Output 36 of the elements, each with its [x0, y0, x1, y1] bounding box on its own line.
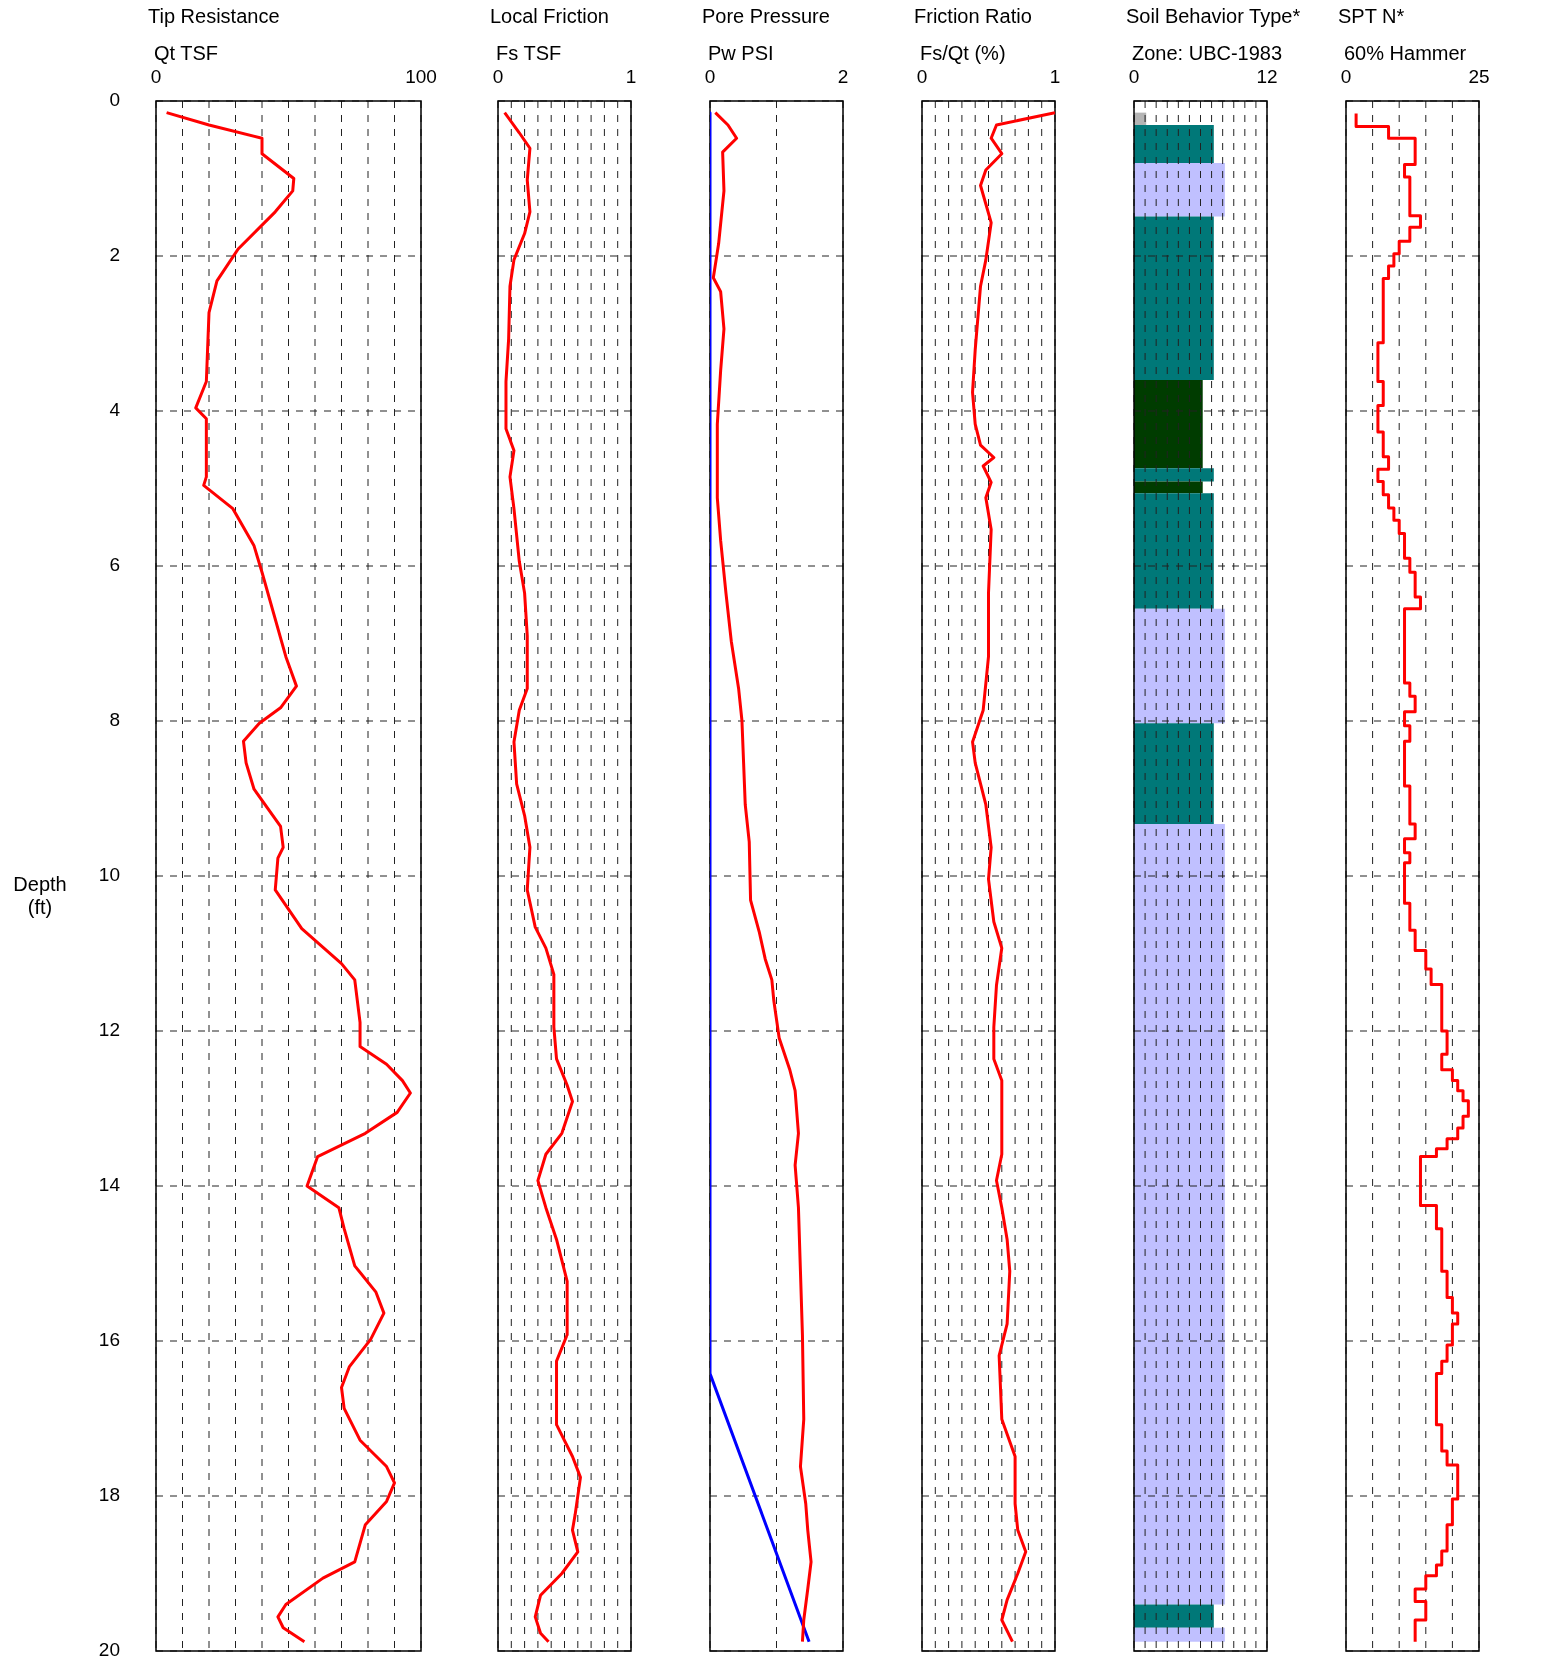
y-tick-label: 20: [98, 1639, 120, 1661]
chart-subtitle: Fs TSF: [496, 42, 562, 65]
chart-title: Pore Pressure: [702, 5, 830, 28]
chart-title: Local Friction: [490, 5, 609, 28]
x-tick-label: 25: [1468, 65, 1490, 87]
chart-title: SPT N*: [1338, 5, 1405, 28]
x-tick-label: 0: [916, 65, 928, 87]
x-tick-label: 0: [704, 65, 716, 87]
y-axis-title: Depth (ft): [12, 873, 68, 919]
x-tick-label: 12: [1256, 65, 1278, 87]
y-tick-label: 6: [109, 554, 120, 576]
chart-title: Tip Resistance: [148, 5, 280, 28]
chart-subtitle: 60% Hammer: [1344, 42, 1467, 65]
chart-subtitle: Qt TSF: [154, 42, 219, 65]
chart-title: Soil Behavior Type*: [1126, 5, 1301, 28]
x-tick-label: 0: [1340, 65, 1352, 87]
y-tick-label: 0: [109, 89, 120, 111]
chart-subtitle: Zone: UBC-1983: [1132, 42, 1283, 65]
y-tick-label: 12: [98, 1019, 120, 1041]
x-tick-label: 0: [492, 65, 504, 87]
x-tick-label: 1: [1049, 65, 1061, 87]
y-tick-label: 10: [98, 864, 120, 886]
x-tick-label: 1: [625, 65, 637, 87]
y-tick-label: 2: [109, 244, 120, 266]
chart-title: Friction Ratio: [914, 5, 1032, 28]
x-tick-label: 0: [1128, 65, 1140, 87]
y-tick-label: 14: [98, 1174, 121, 1196]
x-tick-label: 100: [405, 65, 437, 87]
y-tick-label: 18: [98, 1484, 120, 1506]
y-tick-label: 16: [98, 1329, 120, 1351]
x-tick-label: 2: [837, 65, 849, 87]
chart-subtitle: Fs/Qt (%): [920, 42, 1006, 65]
x-tick-label: 0: [150, 65, 162, 87]
chart-subtitle: Pw PSI: [708, 42, 774, 65]
y-tick-label: 8: [109, 709, 120, 731]
y-tick-label: 4: [109, 399, 121, 421]
